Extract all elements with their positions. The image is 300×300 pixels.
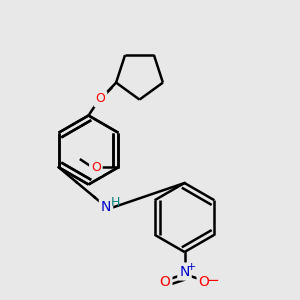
Text: +: + [186, 262, 196, 272]
Text: O: O [96, 92, 105, 106]
Text: O: O [91, 161, 101, 174]
Text: −: − [206, 273, 219, 288]
Text: O: O [160, 275, 170, 289]
Text: N: N [101, 200, 111, 214]
Text: O: O [199, 275, 209, 289]
Text: N: N [179, 265, 190, 278]
Text: H: H [111, 196, 120, 209]
